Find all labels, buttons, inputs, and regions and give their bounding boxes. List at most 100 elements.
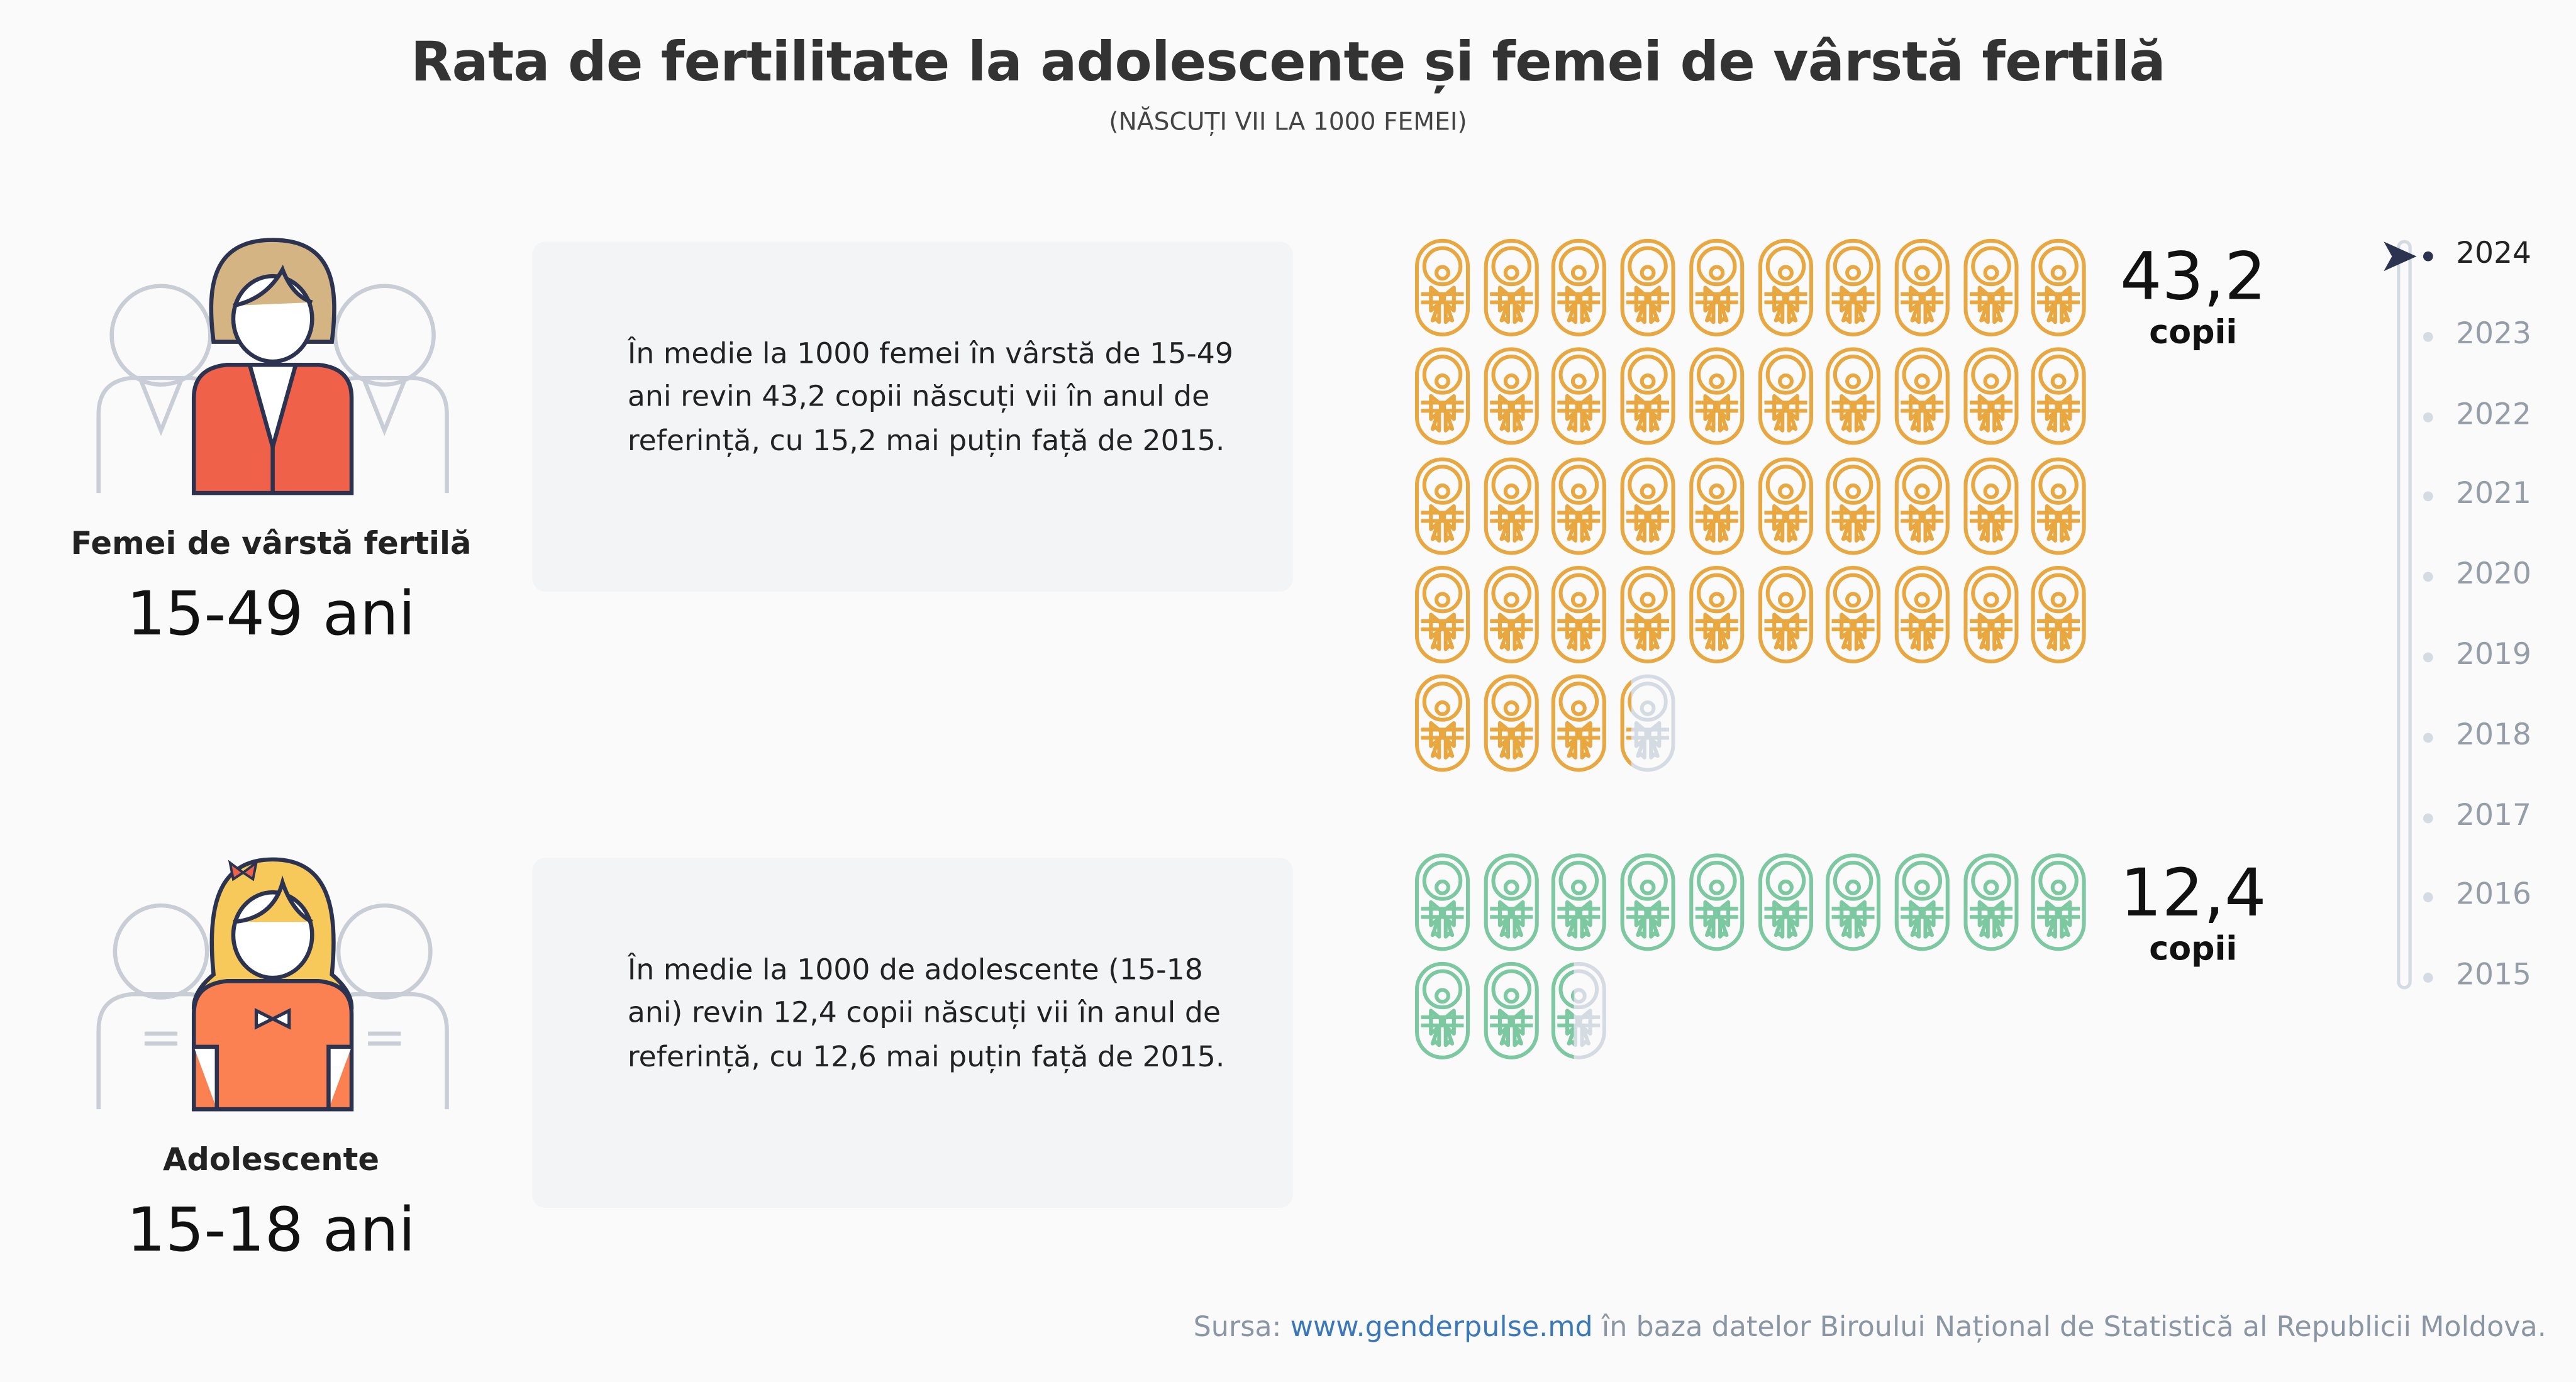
baby-icon: [1552, 565, 1607, 664]
baby-icon: [2031, 456, 2087, 555]
baby-icon: [1620, 238, 1676, 337]
baby-icon: [1894, 456, 1950, 555]
baby-icon: [1963, 565, 2019, 664]
baby-icon: [1826, 565, 1882, 664]
baby-icon: [1757, 238, 1813, 337]
timeline-year-2021[interactable]: 2021: [2456, 477, 2531, 512]
baby-icon: [1414, 853, 1470, 951]
baby-icon: [1689, 238, 1745, 337]
women-group-illustration: [96, 238, 449, 495]
baby-icon: [1414, 674, 1470, 773]
baby-icon: [1620, 674, 1676, 773]
group-label: Adolescente: [162, 1142, 380, 1178]
baby-icon: [1552, 674, 1607, 773]
value-unit: copii: [2149, 928, 2238, 968]
baby-icon: [1552, 456, 1607, 555]
group-age: 15-18 ani: [126, 1195, 416, 1266]
timeline-year-2020[interactable]: 2020: [2456, 557, 2531, 592]
baby-icon: [1552, 853, 1607, 951]
baby-icon: [1620, 347, 1676, 446]
timeline-dot[interactable]: [2423, 973, 2433, 983]
baby-icon: [1414, 238, 1470, 337]
value-number: 43,2: [2119, 240, 2267, 316]
timeline-dot[interactable]: [2423, 732, 2433, 743]
baby-icon: [1483, 853, 1539, 951]
baby-icon: [1894, 853, 1950, 951]
baby-icon: [1483, 565, 1539, 664]
baby-icon: [1620, 565, 1676, 664]
baby-icon: [1894, 238, 1950, 337]
baby-icon: [1757, 853, 1813, 951]
group-age: 15-49 ani: [126, 578, 416, 650]
baby-icon: [1757, 456, 1813, 555]
group-label: Femei de vârstă fertilă: [70, 526, 472, 562]
timeline-year-2017[interactable]: 2017: [2456, 798, 2531, 833]
baby-icon: [1689, 853, 1745, 951]
baby-icon: [1620, 853, 1676, 951]
timeline-year-2019[interactable]: 2019: [2456, 638, 2531, 672]
baby-icon: [1963, 347, 2019, 446]
timeline-dot[interactable]: [2423, 572, 2433, 582]
baby-icon: [1620, 456, 1676, 555]
timeline-year-2016[interactable]: 2016: [2456, 878, 2531, 913]
baby-icon: [1414, 565, 1470, 664]
baby-icon: [1689, 347, 1745, 446]
value-number: 12,4: [2119, 856, 2267, 932]
source-prefix: Sursa:: [1193, 1311, 1291, 1344]
description-card: În medie la 1000 de adolescente (15-18 a…: [532, 858, 1293, 1208]
baby-icon: [1826, 238, 1882, 337]
baby-icon: [1757, 347, 1813, 446]
baby-icon: [1414, 347, 1470, 446]
timeline-year-2018[interactable]: 2018: [2456, 717, 2531, 753]
baby-icon: [1552, 238, 1607, 337]
baby-icon: [1483, 238, 1539, 337]
description-text: În medie la 1000 femei în vârstă de 15-4…: [627, 338, 1233, 458]
source-suffix: în baza datelor Biroului Național de Sta…: [1592, 1311, 2546, 1344]
baby-icon: [1414, 962, 1470, 1061]
baby-icon: [1689, 565, 1745, 664]
source-link[interactable]: www.genderpulse.md: [1290, 1311, 1593, 1344]
baby-icon: [1483, 456, 1539, 555]
baby-icon: [2031, 347, 2087, 446]
timeline-dot[interactable]: [2423, 411, 2433, 422]
timeline-dot[interactable]: [2423, 812, 2433, 823]
baby-icon: [1826, 347, 1882, 446]
baby-icon: [1963, 853, 2019, 951]
timeline-dot[interactable]: [2423, 893, 2433, 903]
baby-icon: [1552, 347, 1607, 446]
timeline-dot[interactable]: [2423, 652, 2433, 663]
timeline-dot[interactable]: [2423, 251, 2433, 262]
timeline-year-2024[interactable]: 2024: [2456, 236, 2531, 272]
baby-icon: [1826, 456, 1882, 555]
description-text: În medie la 1000 de adolescente (15-18 a…: [627, 954, 1225, 1075]
timeline-year-2022[interactable]: 2022: [2456, 397, 2531, 432]
baby-icon: [1414, 456, 1470, 555]
source-footer: Sursa: www.genderpulse.md în baza datelo…: [1194, 1312, 2546, 1344]
timeline-year-2015[interactable]: 2015: [2456, 958, 2531, 993]
page-title: Rata de fertilitate la adolescente și fe…: [411, 30, 2166, 94]
baby-icon: [1483, 674, 1539, 773]
baby-icon: [1963, 456, 2019, 555]
baby-icon: [1552, 962, 1607, 1061]
baby-icon: [1963, 238, 2019, 337]
timeline-slider-track[interactable]: [2397, 240, 2412, 990]
baby-icon: [1483, 962, 1539, 1061]
baby-icon: [1894, 565, 1950, 664]
description-card: În medie la 1000 femei în vârstă de 15-4…: [532, 241, 1293, 592]
timeline-dot[interactable]: [2423, 331, 2433, 342]
timeline-year-2023[interactable]: 2023: [2456, 316, 2531, 351]
baby-icon: [1757, 565, 1813, 664]
teens-group-illustration: [96, 857, 449, 1112]
baby-icon: [1826, 853, 1882, 951]
baby-icon: [2031, 853, 2087, 951]
timeline-dot[interactable]: [2423, 492, 2433, 502]
baby-icon: [1689, 456, 1745, 555]
baby-icon: [1894, 347, 1950, 446]
timeline-pointer-icon[interactable]: [2382, 240, 2418, 273]
baby-icon: [1483, 347, 1539, 446]
baby-icon: [2031, 565, 2087, 664]
baby-icon: [2031, 238, 2087, 337]
page-subtitle: (NĂSCUȚI VII LA 1000 FEMEI): [1109, 106, 1467, 136]
value-unit: copii: [2149, 312, 2238, 352]
